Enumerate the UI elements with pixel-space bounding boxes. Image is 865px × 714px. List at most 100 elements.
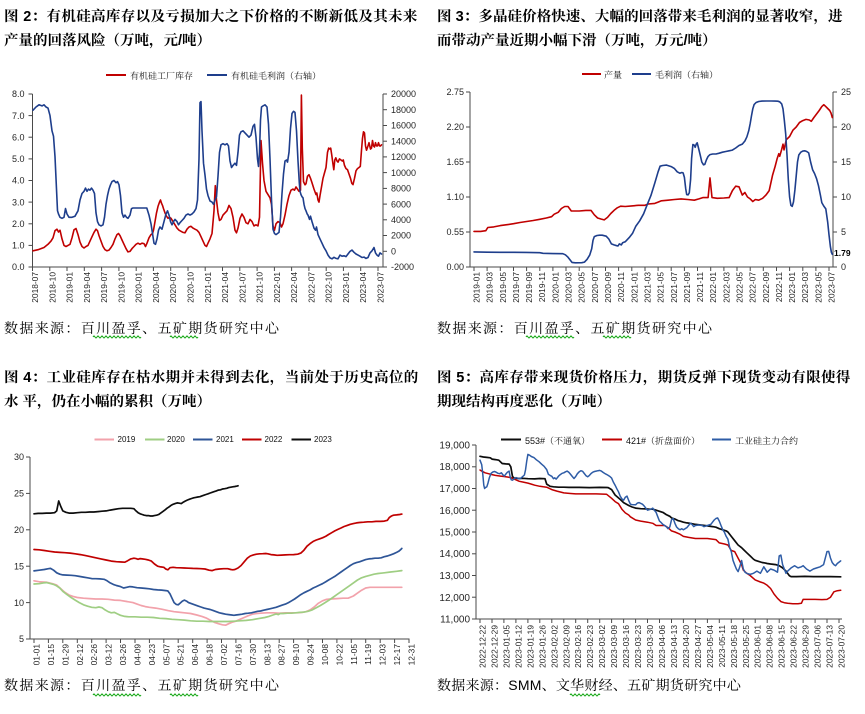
svg-text:09-24: 09-24 <box>306 644 316 666</box>
svg-text:2020-05: 2020-05 <box>577 272 587 303</box>
svg-text:12-31: 12-31 <box>407 644 417 666</box>
svg-text:2020-01: 2020-01 <box>134 272 144 303</box>
svg-text:2023-04-13: 2023-04-13 <box>669 625 679 668</box>
svg-text:18000: 18000 <box>391 105 416 115</box>
svg-text:01-29: 01-29 <box>60 644 70 666</box>
svg-text:2023-06-01: 2023-06-01 <box>753 625 763 668</box>
svg-text:05-07: 05-07 <box>161 644 171 666</box>
svg-text:2022-09: 2022-09 <box>761 272 771 303</box>
svg-text:2021-05: 2021-05 <box>656 272 666 303</box>
svg-text:2021-07: 2021-07 <box>237 272 247 303</box>
svg-text:15: 15 <box>841 157 851 167</box>
svg-text:2021-10: 2021-10 <box>255 272 265 303</box>
svg-text:14,000: 14,000 <box>439 549 470 560</box>
svg-text:06-18: 06-18 <box>205 644 215 666</box>
svg-text:03-26: 03-26 <box>118 644 128 666</box>
svg-text:2023-06-22: 2023-06-22 <box>789 625 799 668</box>
svg-text:2019-11: 2019-11 <box>537 272 547 302</box>
svg-text:8000: 8000 <box>391 184 411 194</box>
svg-text:2023-02-16: 2023-02-16 <box>573 625 583 668</box>
svg-text:01-15: 01-15 <box>46 644 56 666</box>
svg-text:2022-12-29: 2022-12-29 <box>490 625 500 668</box>
svg-text:6000: 6000 <box>391 199 411 209</box>
svg-text:2022-01: 2022-01 <box>272 272 282 303</box>
svg-text:2.0: 2.0 <box>12 219 25 229</box>
svg-text:2023-03-30: 2023-03-30 <box>645 625 655 668</box>
svg-text:2023-02-09: 2023-02-09 <box>561 625 571 668</box>
svg-text:2018-10: 2018-10 <box>47 272 57 303</box>
svg-text:07-02: 07-02 <box>219 644 229 666</box>
svg-text:0: 0 <box>841 262 846 272</box>
svg-text:2020-07: 2020-07 <box>590 272 600 303</box>
svg-text:11,000: 11,000 <box>440 615 470 626</box>
svg-text:2020-07: 2020-07 <box>168 272 178 303</box>
svg-text:2019-04: 2019-04 <box>82 272 92 303</box>
svg-text:12-03: 12-03 <box>378 644 388 666</box>
svg-text:20: 20 <box>841 122 851 132</box>
svg-text:11-05: 11-05 <box>349 644 359 665</box>
svg-text:0.55: 0.55 <box>446 227 464 237</box>
svg-text:2020-04: 2020-04 <box>151 272 161 303</box>
svg-text:2000: 2000 <box>391 231 411 241</box>
svg-text:2023-07-20: 2023-07-20 <box>837 625 847 668</box>
svg-text:2019-01: 2019-01 <box>472 272 482 303</box>
svg-text:04-23: 04-23 <box>147 644 157 666</box>
svg-text:2023-07-06: 2023-07-06 <box>813 625 823 668</box>
svg-text:2.20: 2.20 <box>446 122 464 132</box>
svg-text:2019-01: 2019-01 <box>65 272 75 303</box>
svg-text:2021-11: 2021-11 <box>695 272 705 302</box>
svg-text:2023-03-16: 2023-03-16 <box>621 625 631 668</box>
svg-text:2021-07: 2021-07 <box>669 272 679 303</box>
svg-text:2023-03: 2023-03 <box>800 272 810 303</box>
svg-text:20: 20 <box>14 525 24 535</box>
svg-text:17,000: 17,000 <box>439 484 470 495</box>
svg-text:2022-10: 2022-10 <box>324 272 334 303</box>
svg-text:2019-07: 2019-07 <box>99 272 109 303</box>
svg-text:2022-04: 2022-04 <box>289 272 299 303</box>
svg-text:2019-05: 2019-05 <box>498 272 508 303</box>
svg-text:2023-06-29: 2023-06-29 <box>801 625 811 668</box>
svg-text:5: 5 <box>841 227 846 237</box>
svg-text:0.00: 0.00 <box>446 262 464 272</box>
svg-text:2021-04: 2021-04 <box>220 272 230 303</box>
svg-text:09-10: 09-10 <box>291 644 301 666</box>
svg-text:2023-04-27: 2023-04-27 <box>693 625 703 668</box>
svg-text:2023-02-02: 2023-02-02 <box>549 625 559 668</box>
svg-text:2.75: 2.75 <box>446 87 464 97</box>
svg-text:2023-01-12: 2023-01-12 <box>513 625 523 668</box>
svg-text:2023-03-23: 2023-03-23 <box>633 625 643 668</box>
svg-text:2020-11: 2020-11 <box>616 272 626 302</box>
svg-text:10-22: 10-22 <box>334 644 344 666</box>
svg-text:2023-01-05: 2023-01-05 <box>501 625 511 668</box>
svg-text:-2000: -2000 <box>391 262 414 272</box>
svg-text:07-30: 07-30 <box>248 644 258 666</box>
svg-text:3.0: 3.0 <box>12 197 25 207</box>
svg-text:02-26: 02-26 <box>89 644 99 666</box>
svg-text:2023-06-08: 2023-06-08 <box>765 625 775 668</box>
svg-text:2020-03: 2020-03 <box>564 272 574 303</box>
svg-text:2023-07-13: 2023-07-13 <box>825 625 835 668</box>
svg-text:4.0: 4.0 <box>12 176 25 186</box>
svg-text:10: 10 <box>841 192 851 202</box>
svg-text:1.79: 1.79 <box>834 248 851 258</box>
svg-text:2023-05-18: 2023-05-18 <box>729 625 739 668</box>
svg-text:2020-10: 2020-10 <box>186 272 196 303</box>
svg-text:16000: 16000 <box>391 121 416 131</box>
svg-text:2023-01: 2023-01 <box>787 272 797 303</box>
svg-text:2023-01-26: 2023-01-26 <box>537 625 547 668</box>
svg-text:2023-03-02: 2023-03-02 <box>597 625 607 668</box>
svg-text:2022-03: 2022-03 <box>721 272 731 303</box>
svg-text:25: 25 <box>14 489 24 499</box>
svg-text:2023-06-15: 2023-06-15 <box>777 625 787 668</box>
svg-text:2023-04: 2023-04 <box>358 272 368 303</box>
svg-text:2020-01: 2020-01 <box>550 272 560 303</box>
svg-text:2023-05-25: 2023-05-25 <box>741 625 751 668</box>
svg-text:0.0: 0.0 <box>12 262 25 272</box>
svg-text:2023-03-09: 2023-03-09 <box>609 625 619 668</box>
svg-text:15,000: 15,000 <box>439 528 470 539</box>
svg-text:07-16: 07-16 <box>233 644 243 666</box>
svg-text:2021-09: 2021-09 <box>682 272 692 303</box>
svg-text:2023-04-20: 2023-04-20 <box>681 625 691 668</box>
svg-text:2022-01: 2022-01 <box>708 272 718 303</box>
svg-text:2021-01: 2021-01 <box>203 272 213 303</box>
